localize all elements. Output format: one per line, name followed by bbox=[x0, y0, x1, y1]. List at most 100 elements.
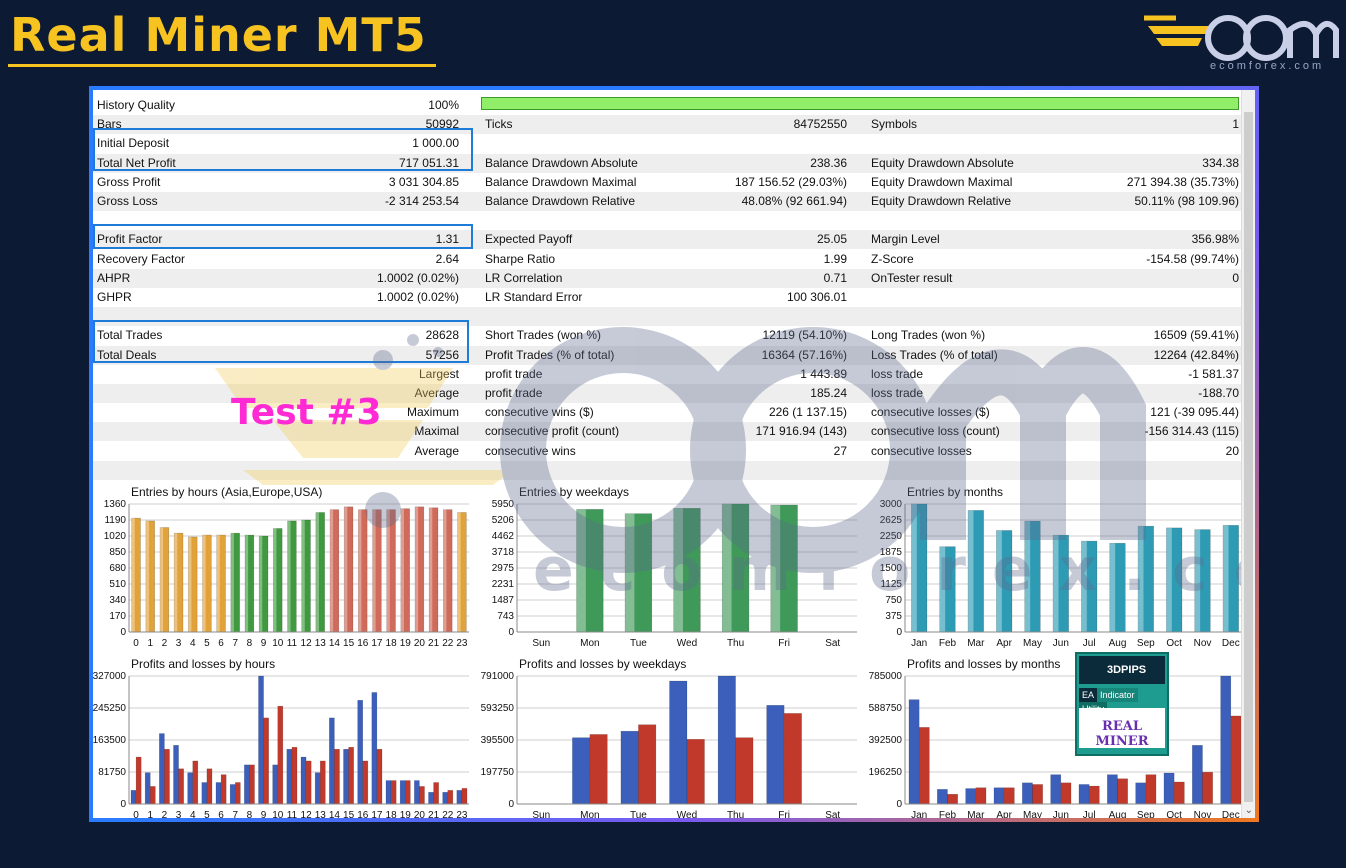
bar-highlight bbox=[968, 510, 974, 632]
report-row: Maximum consecutive wins ($) 226 (1 137.15… bbox=[93, 403, 1243, 422]
loss-bar bbox=[433, 782, 439, 805]
y-tick-label: 0 bbox=[896, 799, 902, 810]
x-tick-label: 3 bbox=[176, 638, 182, 649]
highlight-trades-deals bbox=[93, 320, 469, 363]
y-tick-label: 0 bbox=[896, 627, 902, 638]
report-value: Maximum bbox=[406, 405, 459, 420]
x-tick-label: 23 bbox=[456, 810, 468, 818]
report-label: Profit Factor bbox=[97, 232, 163, 247]
x-tick-label: 16 bbox=[357, 810, 369, 818]
scroll-down-chevron-icon[interactable]: ⌄ bbox=[1244, 805, 1253, 816]
bar-highlight bbox=[202, 535, 206, 632]
bar-highlight bbox=[372, 509, 376, 632]
bar-highlight bbox=[330, 509, 334, 632]
profit-bar bbox=[1078, 784, 1090, 805]
report-value: 100% bbox=[428, 98, 459, 112]
report-row: History Quality 100% bbox=[93, 96, 1243, 115]
profit-bar bbox=[314, 772, 321, 805]
x-tick-label: 5 bbox=[204, 810, 210, 818]
x-tick-label: 5 bbox=[204, 638, 210, 649]
loss-bar bbox=[686, 739, 705, 805]
report-label: Long Trades (won %) bbox=[871, 328, 986, 343]
x-tick-label: Sat bbox=[825, 638, 840, 649]
report-row: Total Trades 28628 Short Trades (won %) 121… bbox=[93, 326, 1243, 345]
bar-highlight bbox=[315, 512, 319, 632]
report-value: 1.0002 (0.02%) bbox=[376, 290, 459, 304]
bar-highlight bbox=[1081, 541, 1087, 632]
x-tick-label: Mon bbox=[580, 810, 599, 818]
x-tick-label: 21 bbox=[428, 638, 440, 649]
x-tick-label: 2 bbox=[162, 638, 168, 649]
y-tick-label: 395500 bbox=[481, 735, 514, 746]
chart-title: Profits and losses by weekdays bbox=[519, 657, 686, 671]
bar-highlight bbox=[245, 535, 249, 632]
y-tick-label: 2231 bbox=[492, 579, 515, 590]
x-tick-label: 14 bbox=[329, 638, 341, 649]
loss-bar bbox=[783, 713, 802, 805]
bar bbox=[673, 508, 701, 633]
x-tick-label: May bbox=[1023, 638, 1042, 649]
report-value: 20 bbox=[1225, 443, 1239, 458]
report-value: 238.36 bbox=[810, 155, 847, 170]
y-tick-label: 81750 bbox=[98, 767, 126, 778]
report-label: Profit Trades (% of total) bbox=[485, 347, 615, 362]
bar-highlight bbox=[429, 507, 433, 632]
profit-bar bbox=[572, 737, 591, 805]
y-tick-label: 850 bbox=[109, 547, 126, 558]
report-value: 1 bbox=[1232, 117, 1239, 132]
x-tick-label: 9 bbox=[261, 638, 267, 649]
y-tick-label: 0 bbox=[120, 627, 126, 638]
x-tick-label: 1 bbox=[147, 638, 153, 649]
y-tick-label: 1190 bbox=[104, 515, 126, 526]
bar-highlight bbox=[443, 509, 447, 632]
x-tick-label: 6 bbox=[218, 810, 224, 818]
x-tick-label: 23 bbox=[456, 638, 468, 649]
report-value: 2.64 bbox=[435, 251, 459, 266]
report-label: Gross Profit bbox=[97, 174, 161, 189]
y-tick-label: 0 bbox=[508, 799, 514, 810]
report-row: Maximal consecutive profit (count) 171 916… bbox=[93, 422, 1243, 442]
badge-tag: EA bbox=[1079, 688, 1098, 702]
chart-svg: Profits and losses by weekdays 0 197750 395… bbox=[481, 657, 857, 818]
report-value: 84752550 bbox=[793, 117, 847, 132]
report-value: 28628 bbox=[425, 328, 459, 343]
y-tick-label: 593250 bbox=[481, 703, 514, 714]
report-row: Recovery Factor 2.64 Sharpe Ratio 1.99 Z-Sco… bbox=[93, 250, 1243, 269]
x-tick-label: 18 bbox=[386, 638, 398, 649]
report-label: Total Trades bbox=[97, 328, 163, 343]
profit-bar bbox=[229, 784, 236, 805]
x-tick-label: 7 bbox=[232, 638, 238, 649]
x-tick-label: Oct bbox=[1166, 638, 1182, 649]
profit-bar bbox=[343, 748, 349, 805]
bar-highlight bbox=[1109, 543, 1116, 632]
profit-bar bbox=[399, 780, 406, 805]
profit-bar bbox=[717, 675, 736, 805]
report-value: 1.99 bbox=[823, 251, 847, 266]
y-tick-label: 392500 bbox=[869, 735, 902, 746]
bar-highlight bbox=[358, 509, 362, 632]
scrollbar-thumb[interactable] bbox=[1244, 112, 1253, 802]
report-value: 50992 bbox=[425, 117, 459, 132]
report-label: Symbols bbox=[871, 117, 918, 132]
report-value: -156 314.43 (115) bbox=[1144, 424, 1239, 439]
x-tick-label: Wed bbox=[677, 638, 697, 649]
y-tick-label: 1500 bbox=[880, 563, 903, 574]
report-value: 25.05 bbox=[816, 232, 847, 247]
report-value: Maximal bbox=[414, 424, 459, 439]
vertical-scrollbar[interactable]: ⌄ bbox=[1241, 90, 1255, 818]
profit-bar bbox=[669, 680, 688, 805]
loss-bar bbox=[1088, 785, 1100, 805]
x-tick-label: 15 bbox=[343, 810, 355, 818]
loss-bar bbox=[947, 793, 958, 805]
bar-highlight bbox=[673, 508, 683, 632]
x-tick-label: Fri bbox=[778, 810, 790, 818]
x-tick-label: 0 bbox=[133, 638, 139, 649]
report-label: Loss Trades (% of total) bbox=[871, 347, 998, 362]
y-tick-label: 743 bbox=[497, 611, 514, 622]
y-tick-label: 0 bbox=[508, 627, 514, 638]
x-tick-label: 13 bbox=[315, 810, 327, 818]
x-tick-label: 9 bbox=[261, 810, 267, 818]
badge-tags: EAIndicatorUtility bbox=[1079, 688, 1165, 716]
report-label: consecutive loss (count) bbox=[871, 424, 1000, 439]
bar-highlight bbox=[1024, 521, 1031, 632]
